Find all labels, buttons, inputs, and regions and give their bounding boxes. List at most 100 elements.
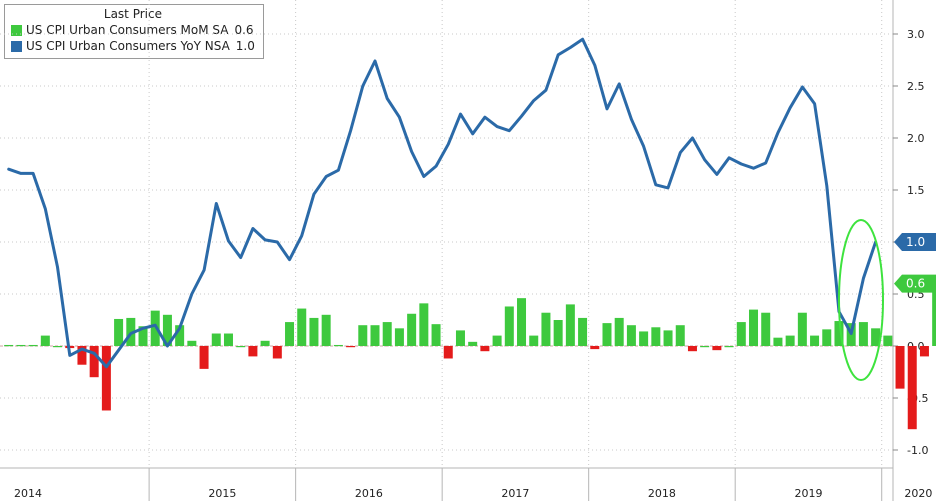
- bar: [517, 298, 527, 346]
- bar: [333, 344, 343, 347]
- bar: [114, 318, 124, 346]
- bar: [590, 346, 600, 350]
- bar: [773, 337, 783, 346]
- bar: [736, 322, 746, 346]
- x-tick-label: 2019: [794, 487, 822, 500]
- yoy-line: [7, 37, 878, 369]
- bar: [358, 325, 368, 346]
- bar: [77, 346, 87, 365]
- x-tick-label: 2014: [14, 487, 42, 500]
- bar: [883, 335, 893, 346]
- bar: [700, 346, 710, 348]
- bar: [529, 335, 539, 346]
- last-value-tag-mom: [894, 274, 936, 293]
- legend-swatch-mom: [11, 24, 22, 36]
- legend: Last Price US CPI Urban Consumers MoM SA…: [4, 4, 264, 59]
- x-tick-label: 2020: [904, 487, 932, 500]
- bar: [297, 308, 307, 346]
- bar: [260, 340, 270, 346]
- bar: [4, 344, 14, 347]
- last-value-label-yoy: 1.0: [906, 235, 925, 249]
- bar: [810, 335, 820, 346]
- bar: [761, 312, 771, 346]
- bar: [834, 321, 844, 346]
- bar: [626, 325, 636, 346]
- bar: [138, 326, 148, 346]
- bar: [89, 346, 99, 378]
- bar: [749, 309, 759, 346]
- bar: [187, 340, 197, 346]
- bar: [309, 317, 319, 346]
- bar: [553, 320, 563, 346]
- bar: [370, 325, 380, 346]
- bar: [101, 346, 111, 411]
- bar: [419, 303, 429, 346]
- bar: [175, 325, 185, 346]
- x-tick-label: 2017: [501, 487, 529, 500]
- bar: [687, 346, 697, 352]
- bar: [712, 346, 722, 351]
- last-value-tag-yoy: [894, 233, 936, 251]
- bar: [541, 312, 551, 346]
- bar: [199, 346, 209, 369]
- bar: [871, 328, 881, 346]
- bar: [40, 335, 50, 346]
- legend-swatch-yoy: [11, 40, 22, 52]
- legend-label-yoy: US CPI Urban Consumers YoY NSA: [26, 39, 230, 53]
- last-value-label-mom: 0.6: [906, 277, 925, 291]
- bar: [346, 346, 356, 348]
- bar: [248, 346, 258, 357]
- bar: [150, 310, 160, 346]
- bar: [28, 344, 38, 347]
- y-tick-label: 1.5: [907, 184, 925, 197]
- y-tick-label: 3.0: [907, 28, 925, 41]
- bar: [675, 325, 685, 346]
- bar: [211, 333, 221, 346]
- bar: [651, 327, 661, 346]
- bar: [53, 346, 63, 348]
- highlight-ellipse: [838, 219, 884, 381]
- bar: [797, 312, 807, 346]
- bar: [382, 322, 392, 346]
- bar: [285, 322, 295, 346]
- bar: [858, 322, 868, 346]
- y-tick-label: 2.5: [907, 80, 925, 93]
- bar: [639, 331, 649, 346]
- legend-title: Last Price: [103, 7, 162, 21]
- x-tick-label: 2016: [355, 487, 383, 500]
- bar: [223, 333, 233, 346]
- bar: [602, 323, 612, 346]
- bar: [932, 285, 936, 346]
- bar: [895, 346, 905, 389]
- bar: [822, 329, 832, 346]
- bar: [492, 335, 502, 346]
- bar: [321, 314, 331, 346]
- x-tick-label: 2018: [648, 487, 676, 500]
- legend-entry-yoy: US CPI Urban Consumers YoY NSA 1.0: [11, 38, 255, 54]
- bar: [407, 313, 417, 346]
- bar: [785, 335, 795, 346]
- bar: [162, 314, 172, 346]
- bar: [480, 346, 490, 352]
- bar: [455, 330, 465, 346]
- bar: [614, 317, 624, 346]
- bar: [272, 346, 282, 359]
- bar: [236, 346, 246, 348]
- bar: [394, 328, 404, 346]
- y-tick-label: -1.0: [907, 444, 928, 457]
- bar: [504, 306, 514, 346]
- x-tick-label: 2015: [208, 487, 236, 500]
- bar: [431, 324, 441, 346]
- bar: [663, 330, 673, 346]
- bar: [919, 346, 929, 357]
- bar: [578, 317, 588, 346]
- legend-value-yoy: 1.0: [235, 39, 255, 53]
- y-tick-label: 2.0: [907, 132, 925, 145]
- bar: [16, 344, 26, 347]
- bar: [565, 304, 575, 346]
- bar: [724, 346, 734, 348]
- bar: [907, 346, 917, 430]
- bar: [443, 346, 453, 359]
- bar: [468, 341, 478, 346]
